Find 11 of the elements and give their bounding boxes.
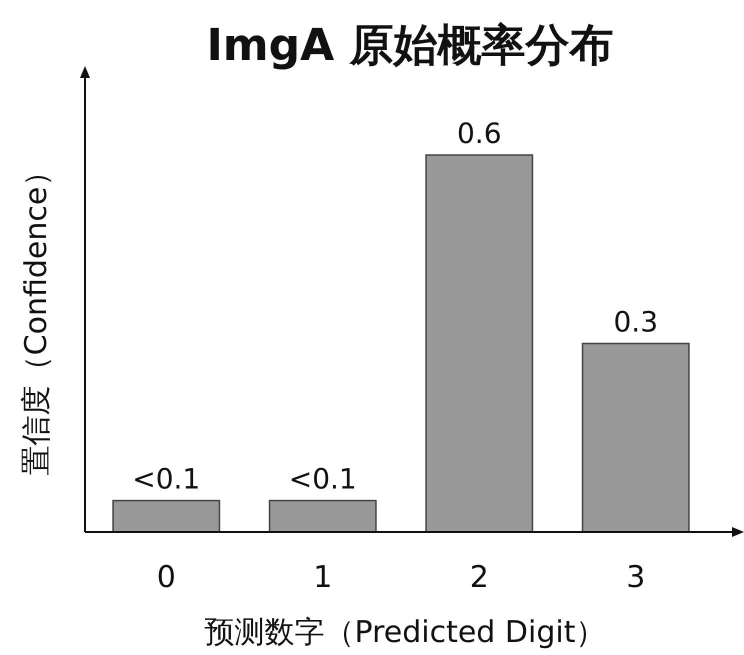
x-tick-label: 2: [470, 560, 489, 595]
x-tick-label: 1: [313, 560, 332, 595]
chart-title: ImgA 原始概率分布: [206, 20, 614, 71]
x-tick-label: 3: [626, 560, 646, 595]
data-label: <0.1: [288, 462, 357, 496]
y-axis-title: 置信度（Confidence）: [19, 156, 54, 476]
x-tick-label: 0: [156, 560, 176, 595]
data-label: <0.1: [132, 462, 200, 496]
x-axis-title: 预测数字（Predicted Digit）: [204, 615, 606, 650]
data-label: 0.3: [613, 306, 658, 338]
data-label: 0.6: [456, 117, 502, 150]
